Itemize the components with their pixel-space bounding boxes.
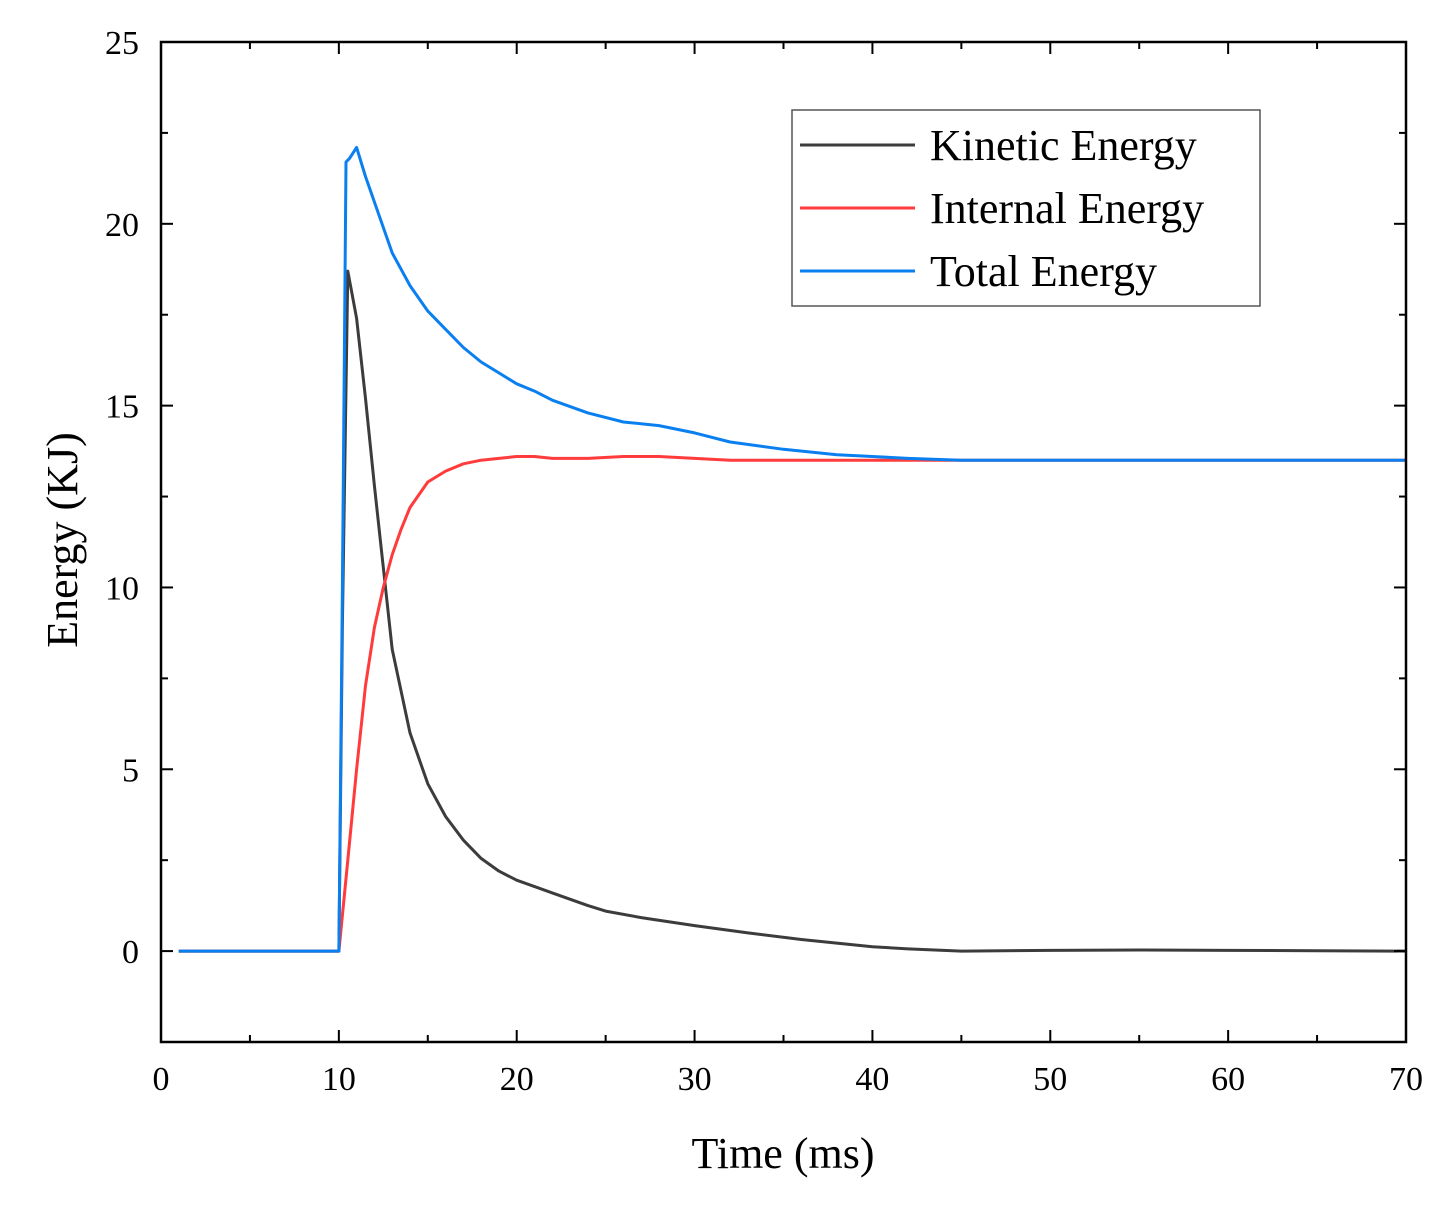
y-tick-label: 25: [105, 25, 139, 62]
y-tick-label: 0: [122, 934, 139, 971]
y-tick-label: 20: [105, 207, 139, 244]
x-tick-label: 60: [1211, 1061, 1245, 1098]
x-tick-label: 70: [1389, 1061, 1423, 1098]
legend: Kinetic Energy Internal Energy Total Ene…: [791, 109, 1261, 307]
ticks-layer: 0 10 20 30 40 50 60 70 0 5 10 15 20 25: [105, 25, 1423, 1098]
series-line-total-energy: [178, 146, 1406, 953]
x-axis-title: Time (ms): [692, 1129, 875, 1178]
series-line-kinetic-energy: [178, 269, 1407, 953]
x-tick-label: 0: [153, 1061, 170, 1098]
legend-label-total: Total Energy: [930, 247, 1157, 296]
legend-label-internal: Internal Energy: [930, 184, 1204, 233]
legend-label-kinetic: Kinetic Energy: [930, 121, 1197, 170]
y-tick-label: 5: [122, 752, 139, 789]
series-layer: [178, 146, 1407, 953]
y-tick-label: 15: [105, 389, 139, 426]
x-tick-label: 30: [678, 1061, 712, 1098]
x-tick-label: 40: [855, 1061, 889, 1098]
y-axis-title: Energy (KJ): [38, 432, 87, 647]
y-tick-label: 10: [105, 570, 139, 607]
x-tick-label: 50: [1033, 1061, 1067, 1098]
x-tick-label: 20: [500, 1061, 534, 1098]
x-tick-label: 10: [322, 1061, 356, 1098]
